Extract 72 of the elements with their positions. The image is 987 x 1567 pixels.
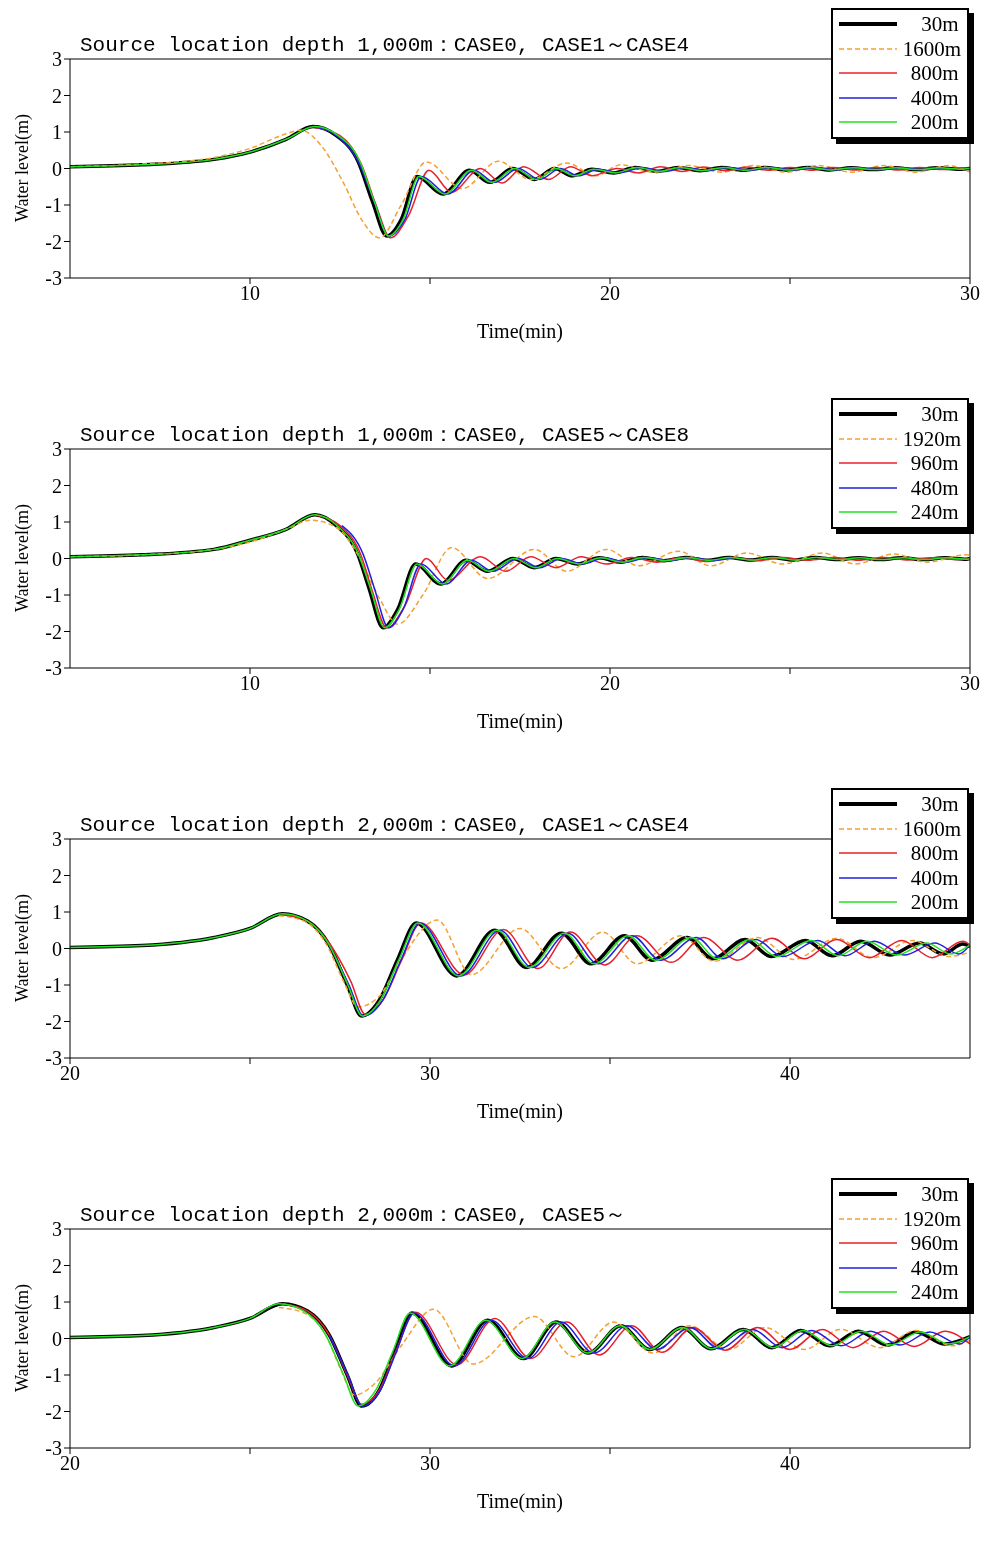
x-tick-label: 10: [240, 672, 260, 695]
chart-title: Source location depth 2,000m：CASE0, CASE1～CASE4: [80, 813, 690, 838]
y-tick-label: -2: [45, 1400, 62, 1423]
y-tick-label: 2: [52, 84, 62, 107]
y-axis-title: Water level(m): [12, 894, 33, 1002]
y-tick-label: 1: [52, 121, 62, 144]
legend-label: 480m: [909, 1255, 959, 1280]
legend-label: 240m: [909, 1280, 959, 1305]
legend-label: 960m: [909, 1231, 959, 1256]
y-tick-label: -3: [45, 1437, 62, 1460]
x-tick-label: 30: [960, 672, 980, 695]
y-tick-label: -2: [45, 620, 62, 643]
legend-label: 400m: [909, 85, 959, 110]
legend-label: 800m: [909, 61, 959, 86]
legend-label: 1600m: [902, 816, 961, 841]
legend-label: 240m: [909, 500, 959, 525]
x-axis-title: Time(min): [477, 710, 563, 733]
y-tick-label: 0: [52, 937, 62, 960]
y-tick-label: 3: [52, 1218, 62, 1241]
y-tick-label: 2: [52, 474, 62, 497]
y-tick-label: 1: [52, 901, 62, 924]
x-axis-title: Time(min): [477, 320, 563, 343]
x-tick-label: 30: [420, 1452, 440, 1475]
x-tick-label: 40: [780, 1452, 800, 1475]
legend-label: 30m: [920, 402, 959, 427]
x-tick-label: 20: [600, 672, 620, 695]
x-tick-label: 20: [60, 1452, 80, 1475]
y-tick-label: -1: [45, 974, 62, 997]
y-tick-label: -1: [45, 194, 62, 217]
legend-label: 960m: [909, 451, 959, 476]
legend-label: 400m: [909, 865, 959, 890]
y-tick-label: -1: [45, 1364, 62, 1387]
legend-label: 480m: [909, 475, 959, 500]
y-tick-label: 0: [52, 157, 62, 180]
y-axis-title: Water level(m): [12, 504, 33, 612]
x-tick-label: 30: [960, 282, 980, 305]
y-tick-label: -3: [45, 657, 62, 680]
x-axis-title: Time(min): [477, 1100, 563, 1123]
y-tick-label: 0: [52, 547, 62, 570]
y-tick-label: 3: [52, 48, 62, 71]
legend-label: 30m: [920, 12, 959, 37]
x-axis-title: Time(min): [477, 1490, 563, 1513]
y-tick-label: -3: [45, 267, 62, 290]
legend-label: 800m: [909, 841, 959, 866]
y-tick-label: -1: [45, 584, 62, 607]
y-tick-label: -2: [45, 230, 62, 253]
x-tick-label: 40: [780, 1062, 800, 1085]
legend-label: 1600m: [902, 36, 961, 61]
y-axis-title: Water level(m): [12, 114, 33, 222]
legend-label: 1920m: [902, 1206, 961, 1231]
legend-label: 200m: [909, 890, 959, 915]
y-tick-label: 0: [52, 1327, 62, 1350]
y-tick-label: 3: [52, 828, 62, 851]
x-tick-label: 30: [420, 1062, 440, 1085]
legend-label: 30m: [920, 1182, 959, 1207]
x-tick-label: 20: [60, 1062, 80, 1085]
y-axis-title: Water level(m): [12, 1284, 33, 1392]
y-tick-label: 2: [52, 1254, 62, 1277]
chart-title: Source location depth 2,000m：CASE0, CASE5～: [80, 1203, 627, 1228]
y-tick-label: -2: [45, 1010, 62, 1033]
y-tick-label: 1: [52, 511, 62, 534]
x-tick-label: 10: [240, 282, 260, 305]
chart-title: Source location depth 1,000m：CASE0, CASE1～CASE4: [80, 33, 690, 58]
y-tick-label: 2: [52, 864, 62, 887]
y-tick-label: 3: [52, 438, 62, 461]
chart-title: Source location depth 1,000m：CASE0, CASE5～CASE8: [80, 423, 690, 448]
y-tick-label: -3: [45, 1047, 62, 1070]
legend-label: 200m: [909, 110, 959, 135]
legend-label: 1920m: [902, 426, 961, 451]
y-tick-label: 1: [52, 1291, 62, 1314]
x-tick-label: 20: [600, 282, 620, 305]
legend-label: 30m: [920, 792, 959, 817]
